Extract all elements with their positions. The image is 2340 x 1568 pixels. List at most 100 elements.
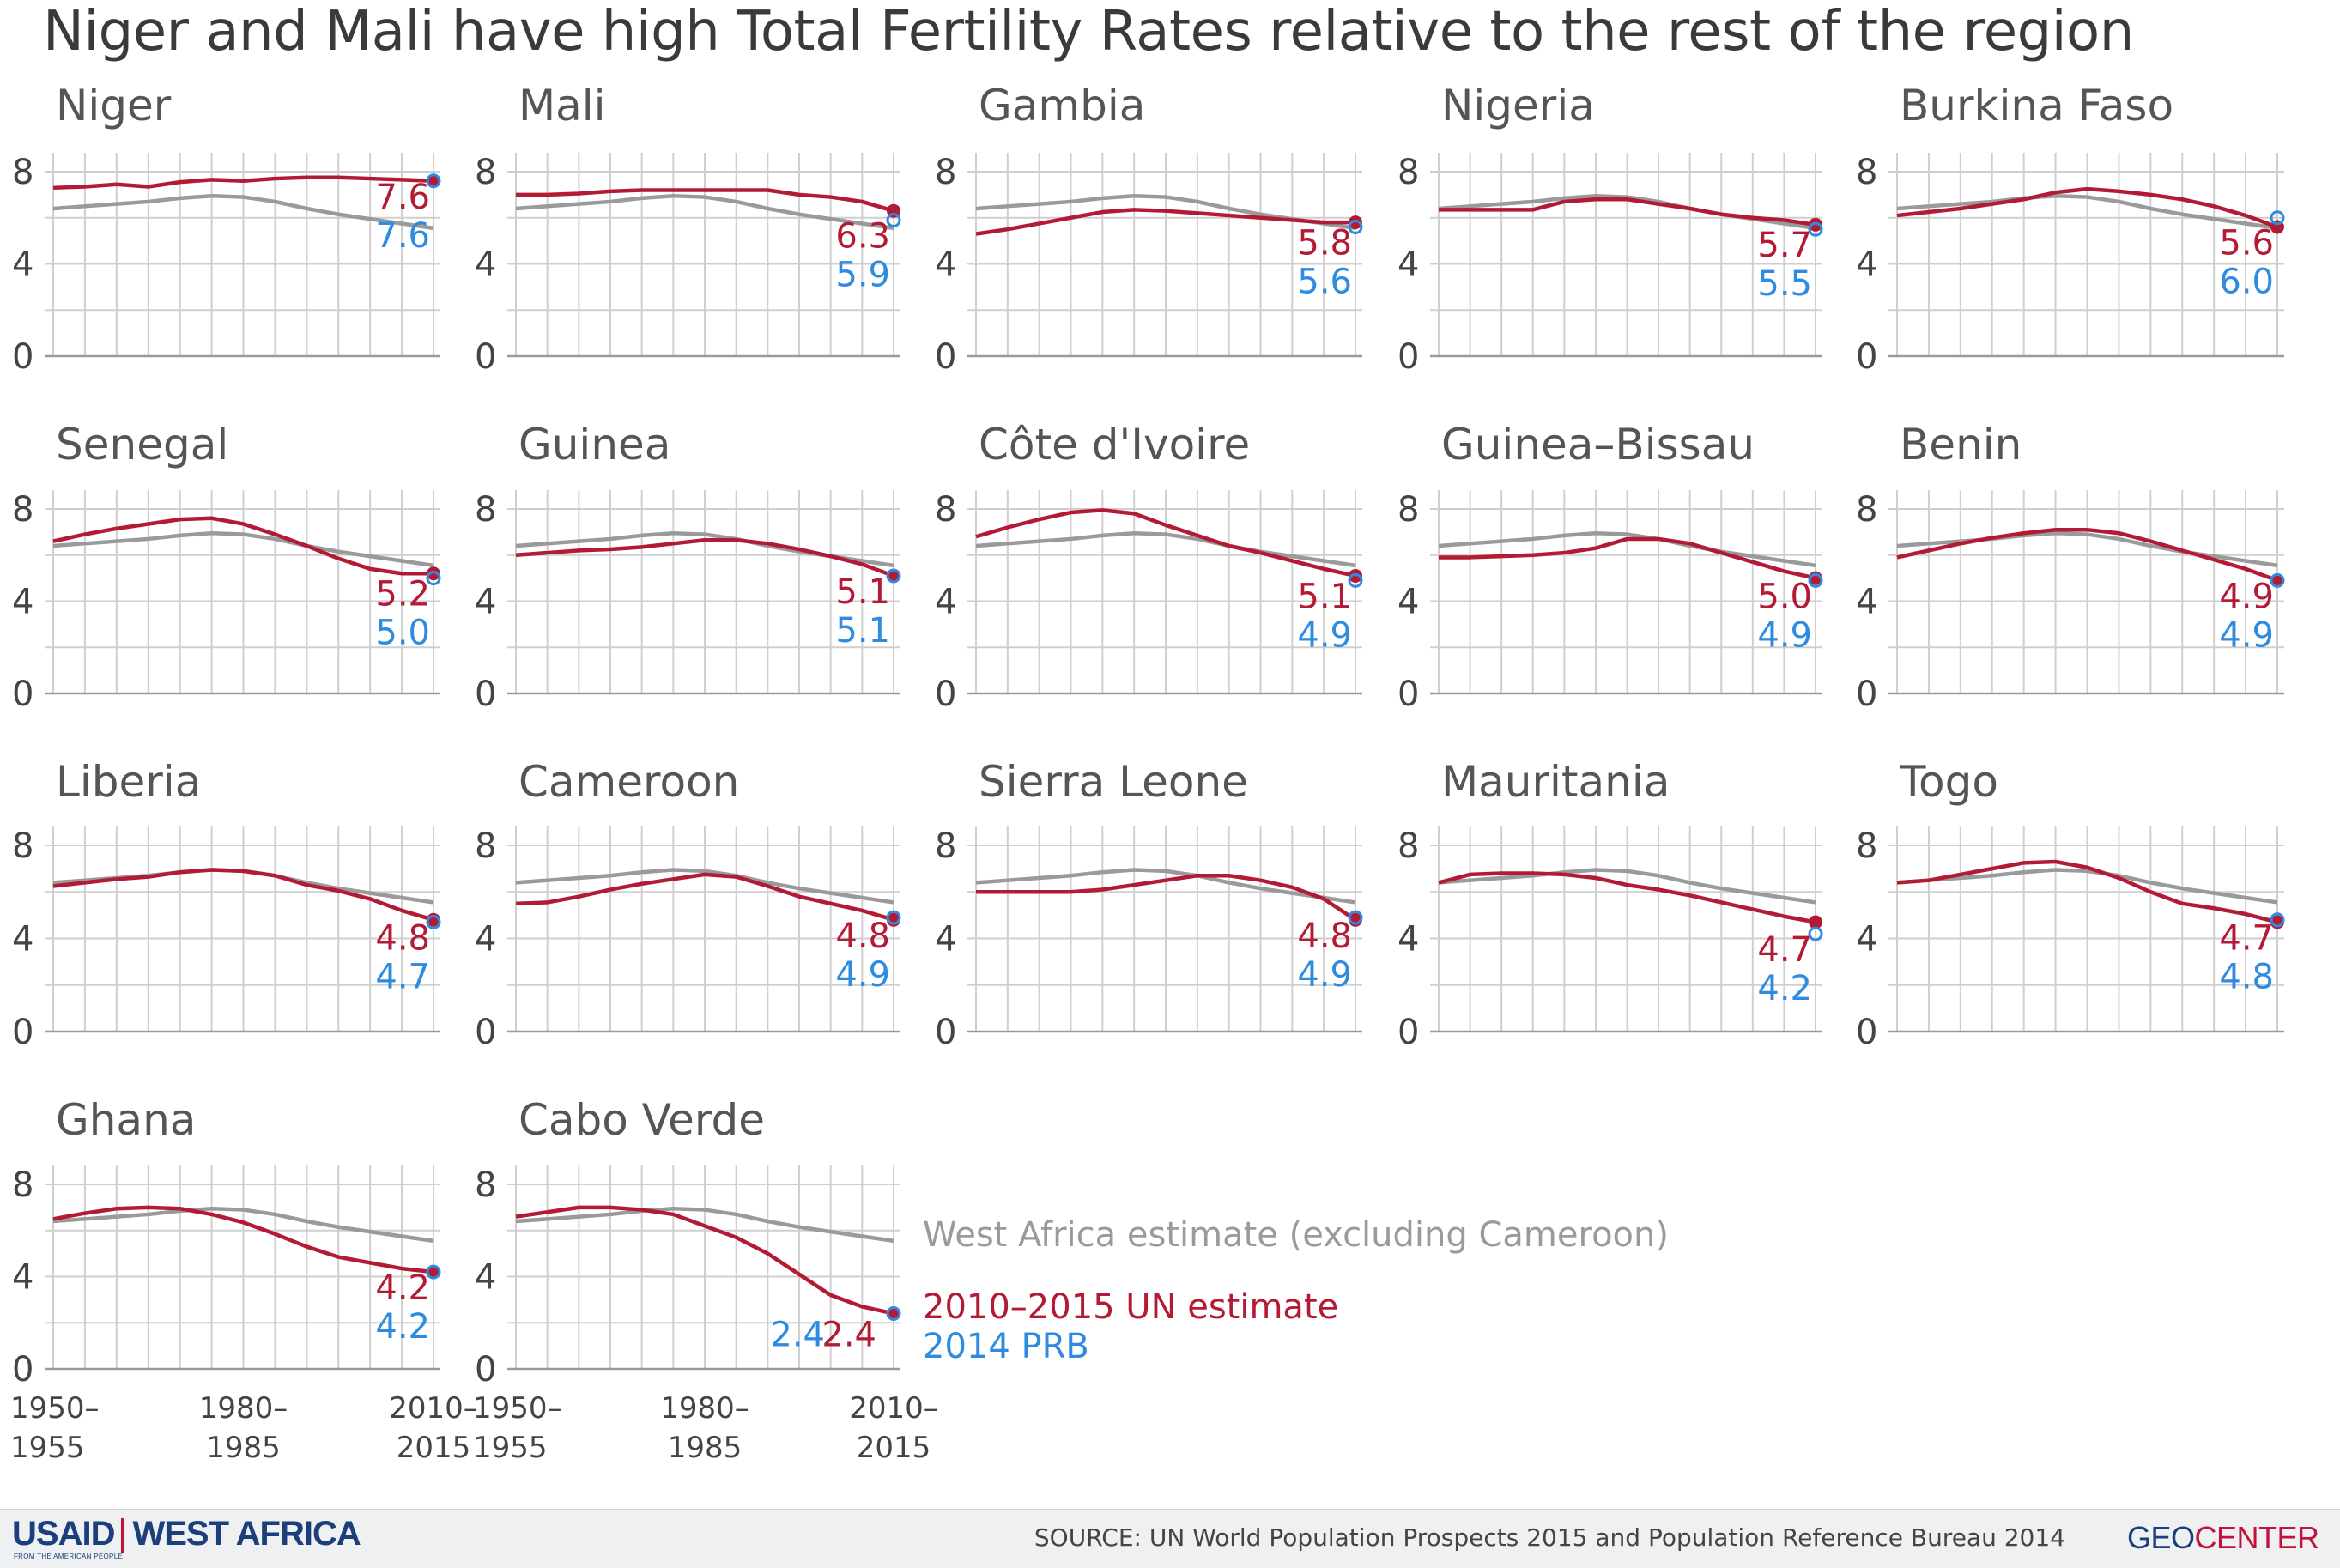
y-tick-label: 8 [1397,826,1419,866]
footer: USAID WEST AFRICA FROM THE AMERICAN PEOP… [0,1509,2340,1568]
un-estimate-line [52,1205,434,1274]
prb-point [2270,912,2285,928]
y-tick-label: 8 [935,153,956,192]
un-estimate-line [52,516,433,576]
prb-point [2270,572,2285,588]
y-tick-label: 4 [12,245,33,285]
y-tick-label: 0 [12,1350,33,1389]
prb-value-label: 5.1 [835,611,890,651]
prb-value-label: 4.9 [1297,615,1352,655]
prb-point [426,173,441,189]
x-tick-label: 2010– [389,1391,478,1426]
prb-value-label: 4.9 [1757,615,1812,655]
prb-value-label: 6.0 [2219,263,2274,302]
y-tick-label: 4 [935,583,956,622]
legend-region-estimate: West Africa estimate (excluding Cameroon… [923,1215,1669,1255]
un-estimate-line [515,1205,894,1316]
panel-c-te-d-ivoire: 0 4 8 Côte d'Ivoire 5.14.9 [935,420,1363,714]
panel-niger: 0 4 8 Niger 7.67.6 [12,81,441,377]
y-tick-label: 8 [1856,490,1877,530]
x-tick-label: 1950– [473,1391,562,1426]
x-tick-label: 1955 [473,1431,548,1465]
prb-value-label: 7.6 [375,216,430,256]
un-estimate-line [1896,186,2278,229]
panel-title: Sierra Leone [979,757,1248,807]
region-estimate-line [52,193,434,231]
prb-point [1348,910,1363,925]
y-tick-label: 4 [475,245,496,285]
x-tick-label: 1980– [660,1391,749,1426]
panel-nigeria: 0 4 8 Nigeria 5.75.5 [1397,81,1823,377]
y-tick-label: 4 [1397,583,1419,622]
un-estimate-line [976,874,1357,922]
y-tick-label: 8 [475,153,496,192]
y-tick-label: 8 [1856,153,1877,192]
y-tick-label: 0 [1397,337,1419,377]
region-estimate-line [515,868,894,905]
panel-title: Togo [1899,757,1998,807]
prb-point [1808,926,1823,941]
un-value-label: 6.3 [835,216,890,256]
un-value-label: 4.8 [1297,917,1352,956]
prb-value-label: 4.9 [1297,955,1352,995]
geocenter-logo[interactable]: GEOCENTER [2127,1520,2319,1556]
prb-point [886,1306,901,1321]
panel-gambia: 0 4 8 Gambia 5.85.6 [935,81,1363,377]
panel-cameroon: 0 4 8 Cameroon 4.84.9 [475,757,901,1052]
un-value-label: 7.6 [375,178,430,217]
panel-title: Ghana [56,1095,196,1145]
prb-value-label: 4.8 [2219,958,2274,997]
panel-cabo-verde: 0 4 8 Cabo Verde 2.42.4 1950– 1955 1980– 1985 201… [473,1095,938,1465]
region-estimate-line [975,868,1356,905]
y-tick-label: 4 [1856,245,1877,285]
region-estimate-line [52,530,434,568]
un-estimate-point [1809,915,1822,929]
logo-region-name: WEST AFRICA [132,1515,361,1553]
prb-point [886,212,901,227]
un-value-label: 5.6 [2219,224,2274,263]
panel-title: Senegal [56,420,228,469]
region-estimate-line [1438,868,1816,905]
panel-senegal: 0 4 8 Senegal 5.25.0 [12,420,441,714]
un-value-label: 4.9 [2219,577,2274,616]
y-tick-label: 0 [475,1013,496,1052]
panel-title: Liberia [56,757,201,807]
legend-un-estimate: 2010–2015 UN estimate [923,1287,1338,1327]
prb-point [1348,220,1363,234]
prb-value-label: 5.9 [835,255,890,294]
un-value-label: 5.7 [1757,226,1812,265]
un-estimate-line [515,872,894,922]
un-estimate-line [1896,859,2278,924]
prb-point [886,910,901,925]
region-estimate-line [515,1206,894,1244]
y-tick-label: 4 [475,583,496,622]
prb-point [426,571,441,586]
prb-point [426,915,441,930]
prb-value-label: 5.5 [1757,264,1812,304]
y-tick-label: 4 [12,920,33,960]
panel-guinea: 0 4 8 Guinea 5.15.1 [475,420,901,714]
y-tick-label: 4 [935,245,956,285]
un-estimate-line [1896,527,2278,583]
region-estimate-line [975,530,1356,568]
panel-sierra-leone: 0 4 8 Sierra Leone 4.84.9 [935,757,1363,1052]
usaid-logo[interactable]: USAID WEST AFRICA FROM THE AMERICAN PEOP… [12,1515,361,1563]
un-estimate-point [1809,217,1822,232]
y-tick-label: 8 [1856,826,1877,866]
y-tick-label: 8 [12,153,33,192]
region-estimate-line [1896,530,2278,568]
un-estimate-line [1439,197,1816,227]
un-value-label: 2.4 [821,1316,876,1355]
geocenter-logo-center: CENTER [2194,1520,2320,1555]
un-estimate-line [975,508,1356,578]
y-tick-label: 8 [1397,153,1419,192]
y-tick-label: 0 [12,675,33,714]
prb-value-label: 5.0 [375,614,430,653]
panel-title: Nigeria [1441,81,1595,130]
y-tick-label: 0 [1856,675,1877,714]
x-tick-label: 2010– [849,1391,938,1426]
x-tick-label: 1985 [668,1431,743,1465]
panel-burkina-faso: 0 4 8 Burkina Faso 5.66.0 [1856,81,2285,377]
y-tick-label: 0 [475,675,496,714]
y-tick-label: 4 [1397,245,1419,285]
